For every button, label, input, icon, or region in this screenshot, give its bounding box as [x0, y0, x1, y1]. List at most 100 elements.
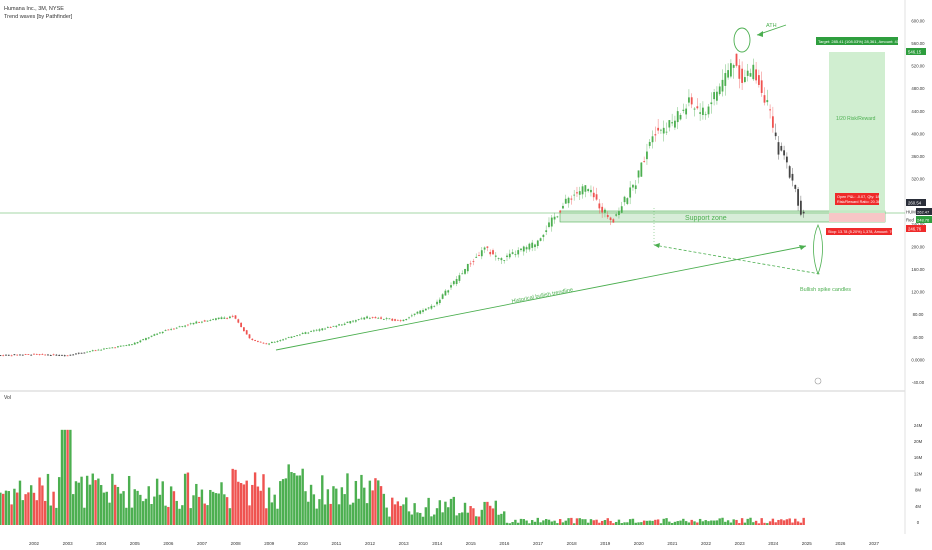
candle-body — [366, 316, 368, 319]
candle-body — [783, 150, 785, 156]
candle-body — [438, 299, 441, 304]
volume-bar — [393, 504, 397, 525]
volume-bar — [116, 486, 120, 525]
candle-body — [10, 355, 13, 357]
price-tick-label: 320.00 — [911, 177, 925, 182]
volume-tick-label: 24M — [914, 423, 923, 428]
ath-circle — [733, 27, 751, 53]
candle-body — [380, 317, 382, 319]
hum-label: HUM — [906, 210, 916, 215]
ath-label: ATH — [766, 23, 777, 29]
candle-body — [217, 317, 220, 319]
volume-bar — [83, 507, 86, 525]
candle-body — [315, 329, 318, 331]
price-tick-label: 80.00 — [913, 312, 924, 317]
candle-body — [433, 305, 436, 307]
candle-body — [368, 317, 371, 319]
volume-bar — [768, 521, 772, 525]
volume-bar — [139, 494, 142, 525]
candle-body — [413, 313, 416, 315]
volume-bar — [427, 497, 430, 525]
volume-bar — [245, 480, 248, 525]
stop-tag-text: Stop: 13.78 (5.20%) 1,378, Amount: 798 — [828, 230, 896, 234]
candle-body — [5, 354, 7, 356]
candle-body — [620, 206, 623, 213]
candle-body — [536, 240, 539, 246]
candle-body — [525, 247, 528, 250]
candle-body — [66, 355, 69, 357]
volume-bar — [586, 522, 590, 525]
candle-body — [189, 323, 192, 325]
candle-body — [80, 352, 83, 354]
volume-bar — [424, 507, 428, 525]
volume-bar — [43, 500, 47, 525]
volume-bar — [682, 518, 685, 525]
volume-bar — [234, 469, 237, 525]
candle-body — [746, 70, 749, 76]
volume-bar — [780, 519, 783, 525]
volume-bar — [290, 472, 293, 525]
candle-body — [461, 273, 464, 275]
candle-body — [595, 194, 598, 200]
volume-bar — [494, 500, 498, 525]
volume-bar — [189, 508, 192, 525]
candle-body — [727, 70, 730, 78]
candle-body — [567, 197, 570, 204]
volume-bar — [298, 475, 302, 525]
candle-body — [601, 206, 604, 213]
candle-body — [198, 322, 201, 323]
candle-body — [371, 316, 374, 318]
candle-body — [212, 319, 215, 320]
volume-bar — [284, 478, 288, 525]
volume-bar — [558, 519, 562, 525]
candle-body — [707, 106, 710, 115]
candle-body — [307, 332, 310, 334]
volume-bar — [326, 489, 330, 525]
candle-body — [117, 346, 119, 348]
volume-bar — [41, 485, 44, 525]
volume-bar — [430, 516, 433, 525]
candle-body — [248, 334, 251, 339]
volume-bar — [167, 506, 170, 525]
volume-bar — [125, 507, 128, 525]
candle-body — [769, 109, 771, 111]
volume-bar — [281, 479, 285, 525]
candle-body — [724, 73, 727, 86]
last-price-tag — [906, 199, 926, 206]
red-price-tag — [916, 216, 932, 223]
volume-bar — [119, 493, 122, 525]
volume-bar — [640, 522, 643, 525]
volume-tick-label: 16M — [914, 455, 923, 460]
candle-body — [615, 214, 618, 216]
volume-bar — [441, 512, 444, 525]
candle-body — [326, 327, 329, 328]
candle-body — [24, 354, 27, 355]
volume-bar — [578, 518, 581, 525]
candle-body — [492, 250, 494, 255]
volume-bar — [220, 482, 223, 525]
volume-bar — [455, 515, 458, 525]
axis-marker-icon[interactable] — [814, 377, 822, 385]
volume-bar — [735, 519, 738, 525]
candle-body — [164, 330, 167, 332]
volume-bar — [379, 486, 383, 525]
candle-body — [685, 108, 688, 115]
volume-bar — [794, 518, 797, 525]
candle-body — [338, 324, 340, 326]
candle-body — [310, 331, 312, 332]
volume-bar — [410, 514, 414, 525]
candle-body — [713, 92, 716, 100]
volume-bar — [211, 491, 215, 525]
candle-body — [791, 173, 794, 181]
volume-bar — [396, 501, 400, 525]
candle-body — [763, 95, 766, 103]
volume-bar — [368, 480, 372, 525]
candle-body — [402, 319, 405, 322]
volume-bar — [256, 486, 260, 525]
candle-body — [497, 258, 500, 259]
candle-body — [559, 210, 562, 213]
candle-body — [771, 116, 774, 128]
volume-bar — [609, 520, 612, 525]
candle-body — [578, 191, 581, 195]
candle-body — [256, 340, 259, 342]
